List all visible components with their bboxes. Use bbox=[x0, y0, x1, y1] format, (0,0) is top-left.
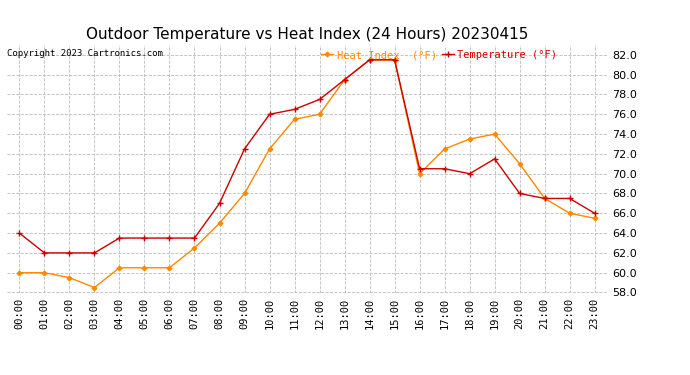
Temperature (°F) bbox=[40, 251, 48, 255]
Heat Index  (°F) bbox=[240, 191, 248, 196]
Heat Index  (°F) bbox=[415, 171, 424, 176]
Heat Index  (°F) bbox=[491, 132, 499, 136]
Temperature (°F) bbox=[266, 112, 274, 117]
Temperature (°F) bbox=[591, 211, 599, 216]
Heat Index  (°F) bbox=[315, 112, 324, 117]
Heat Index  (°F) bbox=[140, 266, 148, 270]
Text: Copyright 2023 Cartronics.com: Copyright 2023 Cartronics.com bbox=[7, 49, 163, 58]
Temperature (°F) bbox=[515, 191, 524, 196]
Temperature (°F) bbox=[415, 166, 424, 171]
Heat Index  (°F) bbox=[290, 117, 299, 122]
Heat Index  (°F) bbox=[391, 58, 399, 62]
Line: Temperature (°F): Temperature (°F) bbox=[17, 57, 598, 256]
Line: Heat Index  (°F): Heat Index (°F) bbox=[18, 58, 596, 289]
Temperature (°F) bbox=[315, 97, 324, 102]
Heat Index  (°F) bbox=[190, 246, 199, 250]
Temperature (°F) bbox=[466, 171, 474, 176]
Heat Index  (°F) bbox=[566, 211, 574, 216]
Temperature (°F) bbox=[90, 251, 99, 255]
Temperature (°F) bbox=[290, 107, 299, 112]
Temperature (°F) bbox=[15, 231, 23, 236]
Temperature (°F) bbox=[440, 166, 449, 171]
Heat Index  (°F) bbox=[515, 162, 524, 166]
Heat Index  (°F) bbox=[90, 285, 99, 290]
Heat Index  (°F) bbox=[591, 216, 599, 220]
Heat Index  (°F) bbox=[215, 221, 224, 225]
Heat Index  (°F) bbox=[440, 147, 449, 151]
Temperature (°F) bbox=[540, 196, 549, 201]
Heat Index  (°F) bbox=[466, 137, 474, 141]
Heat Index  (°F) bbox=[340, 77, 348, 82]
Title: Outdoor Temperature vs Heat Index (24 Hours) 20230415: Outdoor Temperature vs Heat Index (24 Ho… bbox=[86, 27, 529, 42]
Temperature (°F) bbox=[366, 58, 374, 62]
Temperature (°F) bbox=[190, 236, 199, 240]
Heat Index  (°F) bbox=[66, 275, 74, 280]
Temperature (°F) bbox=[391, 58, 399, 62]
Temperature (°F) bbox=[215, 201, 224, 206]
Heat Index  (°F) bbox=[40, 270, 48, 275]
Heat Index  (°F) bbox=[15, 270, 23, 275]
Temperature (°F) bbox=[115, 236, 124, 240]
Temperature (°F) bbox=[491, 157, 499, 161]
Temperature (°F) bbox=[166, 236, 174, 240]
Heat Index  (°F) bbox=[115, 266, 124, 270]
Temperature (°F) bbox=[240, 147, 248, 151]
Temperature (°F) bbox=[566, 196, 574, 201]
Heat Index  (°F) bbox=[366, 58, 374, 62]
Temperature (°F) bbox=[140, 236, 148, 240]
Heat Index  (°F) bbox=[266, 147, 274, 151]
Temperature (°F) bbox=[340, 77, 348, 82]
Legend: Heat Index  (°F), Temperature (°F): Heat Index (°F), Temperature (°F) bbox=[321, 50, 558, 60]
Heat Index  (°F) bbox=[540, 196, 549, 201]
Heat Index  (°F) bbox=[166, 266, 174, 270]
Temperature (°F) bbox=[66, 251, 74, 255]
